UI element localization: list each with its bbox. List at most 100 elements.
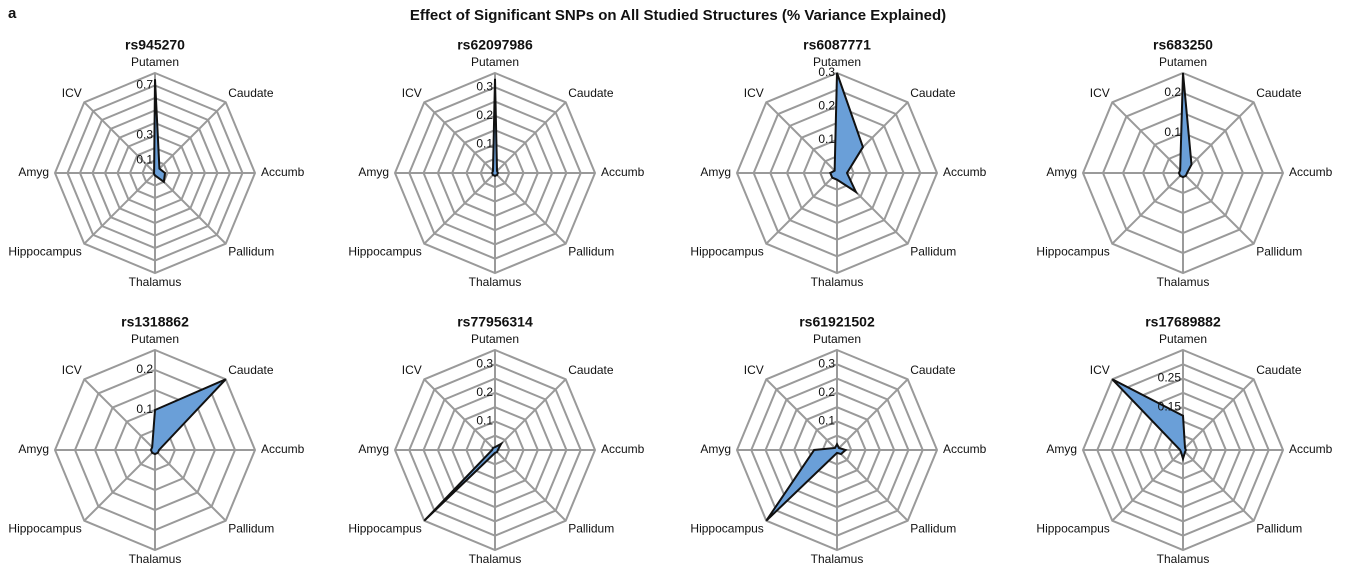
r-tick-label: 0.3: [476, 356, 493, 370]
figure-title: Effect of Significant SNPs on All Studie…: [410, 7, 946, 24]
category-label: Putamen: [471, 55, 519, 69]
category-label: Pallidum: [910, 244, 956, 258]
data-area: [423, 441, 504, 522]
category-label: Hippocampus: [8, 244, 81, 258]
category-label: Caudate: [910, 363, 956, 377]
r-tick-label: 0.2: [136, 362, 153, 376]
spoke: [423, 172, 496, 245]
spoke: [423, 378, 496, 451]
chart-title: rs945270: [125, 37, 185, 53]
spoke: [494, 172, 567, 245]
r-tick-label: 0.1: [818, 132, 835, 146]
r-tick-label: 0.3: [818, 65, 835, 79]
chart-title: rs1318862: [121, 314, 189, 330]
category-label: ICV: [62, 86, 82, 100]
data-area: [491, 78, 499, 177]
category-label: Caudate: [1256, 363, 1302, 377]
category-label: Putamen: [1159, 332, 1207, 346]
spoke: [1111, 172, 1184, 245]
category-label: Hippocampus: [1036, 244, 1109, 258]
category-label: Thalamus: [1157, 275, 1210, 289]
spoke: [1182, 101, 1255, 174]
data-area: [1177, 72, 1193, 179]
category-label: Accumb: [1289, 442, 1333, 456]
r-tick-label: 0.1: [476, 137, 493, 151]
category-label: ICV: [402, 363, 422, 377]
category-label: Amyg: [1046, 165, 1077, 179]
category-label: Thalamus: [469, 275, 522, 289]
category-label: Accumb: [261, 165, 305, 179]
category-label: ICV: [1090, 363, 1110, 377]
spoke: [83, 101, 156, 174]
category-label: Pallidum: [910, 521, 956, 535]
category-label: ICV: [402, 86, 422, 100]
category-label: ICV: [1090, 86, 1110, 100]
category-label: Hippocampus: [8, 521, 81, 535]
category-label: Thalamus: [811, 552, 864, 566]
category-label: Thalamus: [811, 275, 864, 289]
r-tick-label: 0.3: [476, 79, 493, 93]
category-label: Putamen: [131, 332, 179, 346]
chart-title: rs17689882: [1145, 314, 1221, 330]
r-tick-label: 0.1: [136, 153, 153, 167]
spoke: [1111, 449, 1184, 522]
spoke: [423, 101, 496, 174]
r-tick-label: 0.2: [476, 108, 493, 122]
category-label: Pallidum: [228, 521, 274, 535]
category-label: Amyg: [358, 165, 389, 179]
spoke: [83, 378, 156, 451]
category-label: Putamen: [813, 332, 861, 346]
category-label: Amyg: [18, 165, 49, 179]
category-label: Accumb: [601, 442, 645, 456]
category-label: Thalamus: [1157, 552, 1210, 566]
category-label: Pallidum: [568, 521, 614, 535]
category-label: Pallidum: [1256, 244, 1302, 258]
r-tick-label: 0.2: [476, 385, 493, 399]
spoke: [765, 101, 838, 174]
category-label: ICV: [744, 363, 764, 377]
r-tick-label: 0.3: [136, 128, 153, 142]
spoke: [494, 449, 567, 522]
spoke: [154, 449, 227, 522]
category-label: Amyg: [700, 442, 731, 456]
category-label: Putamen: [1159, 55, 1207, 69]
data-area: [829, 72, 865, 195]
r-tick-label: 0.1: [136, 402, 153, 416]
r-tick-label: 0.15: [1158, 399, 1182, 413]
category-label: Accumb: [943, 442, 987, 456]
category-label: Hippocampus: [1036, 521, 1109, 535]
spoke: [1182, 378, 1255, 451]
chart-title: rs62097986: [457, 37, 533, 53]
category-label: Pallidum: [228, 244, 274, 258]
data-area: [765, 442, 848, 522]
category-label: Amyg: [700, 165, 731, 179]
spoke: [836, 449, 909, 522]
chart-title: rs683250: [1153, 37, 1213, 53]
spoke: [154, 101, 227, 174]
category-label: Putamen: [131, 55, 179, 69]
category-label: Amyg: [18, 442, 49, 456]
data-area: [149, 378, 227, 456]
r-tick-label: 0.2: [1164, 85, 1181, 99]
spoke: [83, 172, 156, 245]
category-label: Caudate: [568, 363, 614, 377]
spoke: [1182, 172, 1255, 245]
spoke: [494, 378, 567, 451]
category-label: Hippocampus: [690, 244, 763, 258]
category-label: Putamen: [471, 332, 519, 346]
category-label: Pallidum: [568, 244, 614, 258]
category-label: Amyg: [1046, 442, 1077, 456]
r-tick-label: 0.1: [818, 414, 835, 428]
spoke: [154, 172, 227, 245]
category-label: ICV: [62, 363, 82, 377]
category-label: Hippocampus: [348, 244, 421, 258]
r-tick-label: 0.25: [1158, 371, 1182, 385]
chart-title: rs61921502: [799, 314, 875, 330]
category-label: Accumb: [943, 165, 987, 179]
category-label: Caudate: [228, 86, 274, 100]
spoke: [83, 449, 156, 522]
category-label: Thalamus: [129, 552, 182, 566]
spoke: [1182, 449, 1255, 522]
category-label: Accumb: [601, 165, 645, 179]
